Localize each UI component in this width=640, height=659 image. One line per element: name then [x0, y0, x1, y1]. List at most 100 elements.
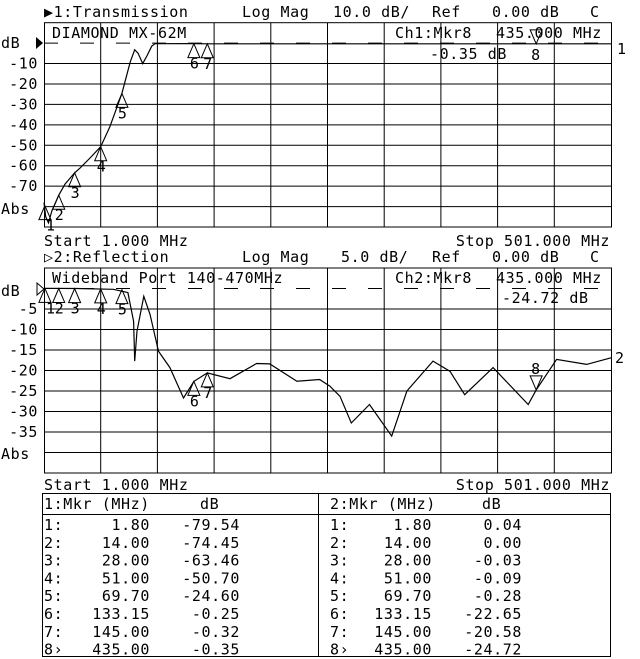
marker-3[interactable]: 3 — [67, 171, 82, 202]
marker-frequency: 28.00 — [384, 552, 432, 570]
marker-5[interactable]: 5 — [115, 92, 129, 122]
marker-number: 7 — [203, 384, 213, 402]
marker-1[interactable]: 1 — [38, 287, 56, 317]
marker-triangle-up-icon — [38, 204, 52, 221]
marker-triangle-down-icon — [529, 375, 543, 392]
marker-2[interactable]: 2 — [51, 287, 66, 318]
table1-header-db: dB — [200, 495, 219, 513]
marker-number: 8 — [531, 46, 541, 64]
table-row: 5: 69.70 -0.28 — [330, 587, 521, 605]
marker-value: -79.54 — [182, 516, 240, 534]
table-row: 1: 1.80 -79.54 — [44, 516, 240, 534]
marker-number: 2 — [55, 300, 65, 318]
channel1-trace-label: 1 — [617, 40, 627, 58]
marker-value: 0.00 — [483, 534, 522, 552]
marker-frequency: 145.00 — [92, 623, 150, 641]
reflection-chart: Wideband Port 140-470MHz Ch2:Mkr8 435.00… — [1, 267, 625, 494]
marker-table-rows: 1: 1.80 -79.542: 14.00 -74.453: 28.00 -63.464:… — [44, 516, 522, 659]
table2-header-mkr: 2:Mkr (MHz) — [330, 495, 436, 513]
reference-position-icon — [36, 37, 43, 49]
channel2-ref-label: Ref — [432, 248, 461, 266]
marker-id: 2: — [330, 534, 349, 552]
marker-value: -74.45 — [182, 534, 240, 552]
marker-number: 7 — [203, 55, 213, 73]
channel1-marker-label: Ch1:Mkr8 — [395, 24, 472, 42]
table2-header-db: dB — [482, 495, 501, 513]
marker-3[interactable]: 3 — [67, 287, 82, 318]
marker-number: 2 — [55, 206, 65, 224]
y-tick-label: -30 — [9, 403, 38, 421]
marker-triangle-up-icon — [51, 287, 66, 303]
y-tick-label: -35 — [9, 423, 38, 441]
marker-1[interactable]: 1 — [38, 204, 56, 235]
reflection-grid — [44, 267, 612, 474]
table-row: 7: 145.00 -20.58 — [330, 623, 522, 641]
marker-triangle-up-icon — [93, 145, 108, 162]
reflection-trace — [43, 287, 612, 438]
marker-frequency: 145.00 — [374, 623, 432, 641]
y-tick-label: -10 — [9, 321, 38, 339]
marker-frequency: 69.70 — [384, 587, 432, 605]
marker-8[interactable]: 8 — [529, 360, 543, 392]
marker-value: -0.03 — [474, 552, 522, 570]
marker-id: 7: — [44, 623, 63, 641]
marker-id: 8› — [330, 641, 349, 659]
y-tick-label: -40 — [9, 116, 38, 134]
marker-value: -24.72 — [464, 641, 522, 659]
marker-value: -20.58 — [464, 623, 522, 641]
marker-7[interactable]: 7 — [200, 371, 215, 402]
marker-7[interactable]: 7 — [200, 42, 215, 73]
channel1-y-ticks: -10 -20 -30 -40 -50 -60 -70 — [9, 55, 38, 196]
marker-frequency: 14.00 — [384, 534, 432, 552]
marker-table: 1:Mkr (MHz) dB 2:Mkr (MHz) dB 1: 1.80 -79.… — [42, 493, 611, 659]
channel1-label[interactable]: ▶1:Transmission — [44, 3, 188, 21]
marker-8[interactable]: 8 — [529, 29, 543, 64]
marker-frequency: 133.15 — [374, 605, 432, 623]
marker-id: 1: — [330, 516, 349, 534]
marker-frequency: 69.70 — [102, 587, 150, 605]
channel2-trace-label: 2 — [615, 349, 625, 367]
table-row: 8› 435.00 -24.72 — [330, 641, 522, 659]
marker-value: -22.65 — [464, 605, 522, 623]
marker-value: -0.09 — [474, 569, 522, 587]
marker-5[interactable]: 5 — [115, 288, 129, 319]
channel1-y-bottom: Abs — [1, 200, 30, 218]
marker-number: 5 — [118, 104, 128, 122]
table-row: 7: 145.00 -0.32 — [44, 623, 239, 641]
channel2-y-bottom: Abs — [1, 445, 30, 463]
marker-id: 3: — [44, 552, 63, 570]
channel1-y-unit: dB — [1, 34, 20, 52]
y-tick-label: -30 — [9, 95, 38, 113]
marker-2[interactable]: 2 — [51, 193, 66, 224]
table-row: 2: 14.00 0.00 — [330, 534, 522, 552]
marker-frequency: 51.00 — [384, 569, 432, 587]
channel1-marker-freq: 435.000 MHz — [496, 24, 602, 42]
channel2-title: Wideband Port 140-470MHz — [52, 269, 283, 287]
channel1-cal-indicator: C — [590, 3, 600, 21]
marker-number: 1 — [46, 217, 56, 235]
y-tick-label: -5 — [19, 300, 38, 318]
channel1-marker-value: -0.35 dB — [430, 45, 507, 63]
marker-triangle-up-icon — [67, 287, 82, 304]
table-row: 6: 133.15 -0.25 — [44, 605, 239, 623]
channel2-scale: 5.0 dB/ — [341, 248, 408, 266]
marker-6[interactable]: 6 — [187, 380, 201, 410]
marker-triangle-down-icon — [529, 29, 543, 46]
channel2-marker-value: -24.72 dB — [502, 289, 589, 307]
table1-header-mkr: 1:Mkr (MHz) — [44, 495, 150, 513]
marker-id: 5: — [44, 587, 63, 605]
y-tick-label: -50 — [9, 136, 38, 154]
table-row: 3: 28.00 -0.03 — [330, 552, 522, 570]
channel2-format: Log Mag — [242, 248, 309, 266]
y-tick-label: -25 — [9, 382, 38, 400]
marker-4[interactable]: 4 — [93, 145, 108, 176]
channel2-label[interactable]: ▷2:Reflection — [44, 248, 169, 266]
marker-6[interactable]: 6 — [187, 42, 201, 73]
marker-number: 6 — [190, 55, 200, 73]
table-row: 6: 133.15 -22.65 — [330, 605, 522, 623]
marker-triangle-up-icon — [200, 371, 215, 388]
reference-position-icon — [36, 281, 45, 297]
marker-value: -24.60 — [182, 587, 240, 605]
marker-4[interactable]: 4 — [93, 287, 108, 318]
